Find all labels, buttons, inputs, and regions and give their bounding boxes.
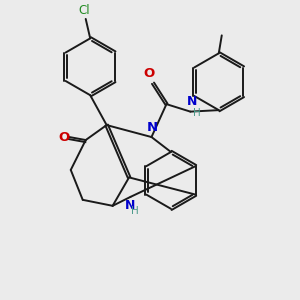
Text: N: N xyxy=(146,121,158,134)
Text: O: O xyxy=(58,130,70,143)
Text: H: H xyxy=(193,108,201,118)
Text: H: H xyxy=(131,206,139,216)
Text: N: N xyxy=(125,199,135,212)
Text: O: O xyxy=(143,67,154,80)
Text: N: N xyxy=(187,95,197,108)
Text: Cl: Cl xyxy=(78,4,90,16)
